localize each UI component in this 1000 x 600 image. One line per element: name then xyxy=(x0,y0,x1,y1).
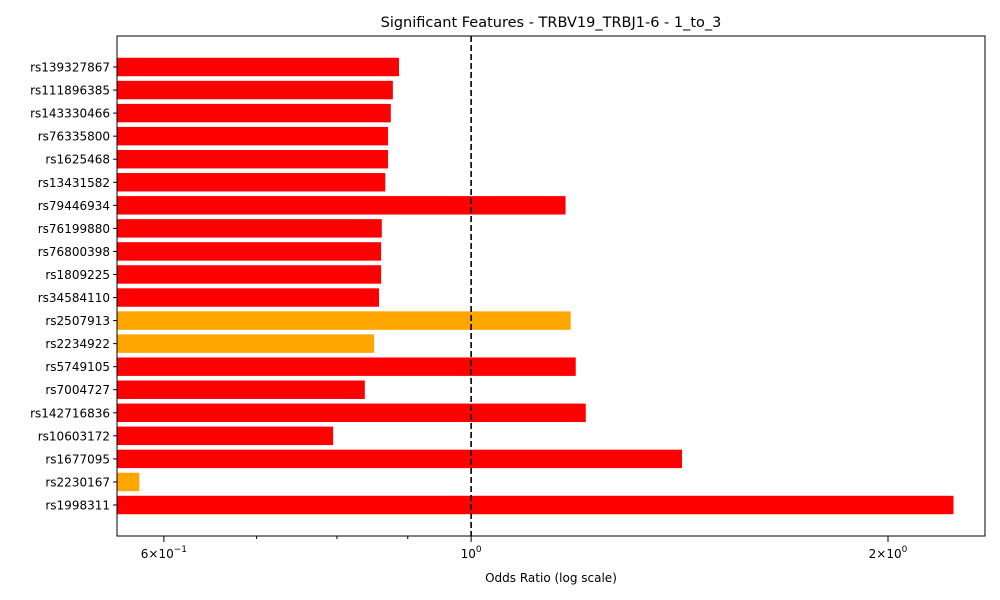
y-tick-label: rs2230167 xyxy=(45,475,110,489)
y-tick-label: rs79446934 xyxy=(38,199,110,213)
bar-rs5749105 xyxy=(117,357,576,376)
y-tick-label: rs2507913 xyxy=(45,314,110,328)
y-tick-label: rs76199880 xyxy=(38,222,110,236)
bar-rs139327867 xyxy=(117,57,400,77)
y-tick-label: rs10603172 xyxy=(38,429,110,443)
bar-rs143330466 xyxy=(117,103,391,123)
y-tick-labels: rs139327867 rs111896385 rs143330466 rs76335… xyxy=(30,61,117,513)
bar-rs76199880 xyxy=(117,219,382,238)
x-tick-label: 2×100 xyxy=(869,545,908,561)
bar-rs2234922 xyxy=(117,334,375,353)
y-tick-label: rs2234922 xyxy=(45,337,110,351)
bar-rs76800398 xyxy=(117,242,382,261)
y-tick-label: rs7004727 xyxy=(45,383,110,397)
y-tick-label: rs1998311 xyxy=(45,499,110,513)
y-tick-label: rs5749105 xyxy=(45,360,110,374)
y-tick-label: rs76335800 xyxy=(38,130,110,144)
bar-rs111896385 xyxy=(117,80,393,100)
y-tick-label: rs1809225 xyxy=(45,268,110,282)
bar-rs76335800 xyxy=(117,126,389,146)
x-axis-label: Odds Ratio (log scale) xyxy=(485,571,617,585)
bar-rs13431582 xyxy=(117,173,386,192)
bar-rs1809225 xyxy=(117,265,382,284)
bar-rs1625468 xyxy=(117,149,389,169)
y-tick-label: rs142716836 xyxy=(30,406,110,420)
y-tick-label: rs34584110 xyxy=(38,291,110,305)
y-tick-label: rs139327867 xyxy=(30,61,110,75)
bar-rs1677095 xyxy=(117,449,683,469)
bar-rs10603172 xyxy=(117,426,334,446)
bar-rs79446934 xyxy=(117,196,566,215)
bar-rs7004727 xyxy=(117,380,365,399)
x-tick-label: 100 xyxy=(461,545,482,561)
bar-rs2507913 xyxy=(117,311,571,330)
x-axis: 6×10−1 100 2×100 xyxy=(141,536,908,561)
plot-frame xyxy=(116,35,986,537)
bar-rs34584110 xyxy=(117,288,380,307)
y-tick-label: rs1677095 xyxy=(45,452,110,466)
bar-rs1998311 xyxy=(117,495,954,515)
y-tick-label: rs76800398 xyxy=(38,245,110,259)
chart-title: Significant Features - TRBV19_TRBJ1-6 - … xyxy=(381,15,722,31)
bars-group xyxy=(117,57,954,515)
x-tick-label: 6×10−1 xyxy=(141,545,187,561)
y-tick-label: rs13431582 xyxy=(38,176,110,190)
y-tick-label: rs143330466 xyxy=(30,107,110,121)
bar-rs142716836 xyxy=(117,403,586,423)
y-tick-label: rs111896385 xyxy=(30,84,110,98)
bar-rs2230167 xyxy=(117,472,140,492)
y-tick-label: rs1625468 xyxy=(45,153,110,167)
